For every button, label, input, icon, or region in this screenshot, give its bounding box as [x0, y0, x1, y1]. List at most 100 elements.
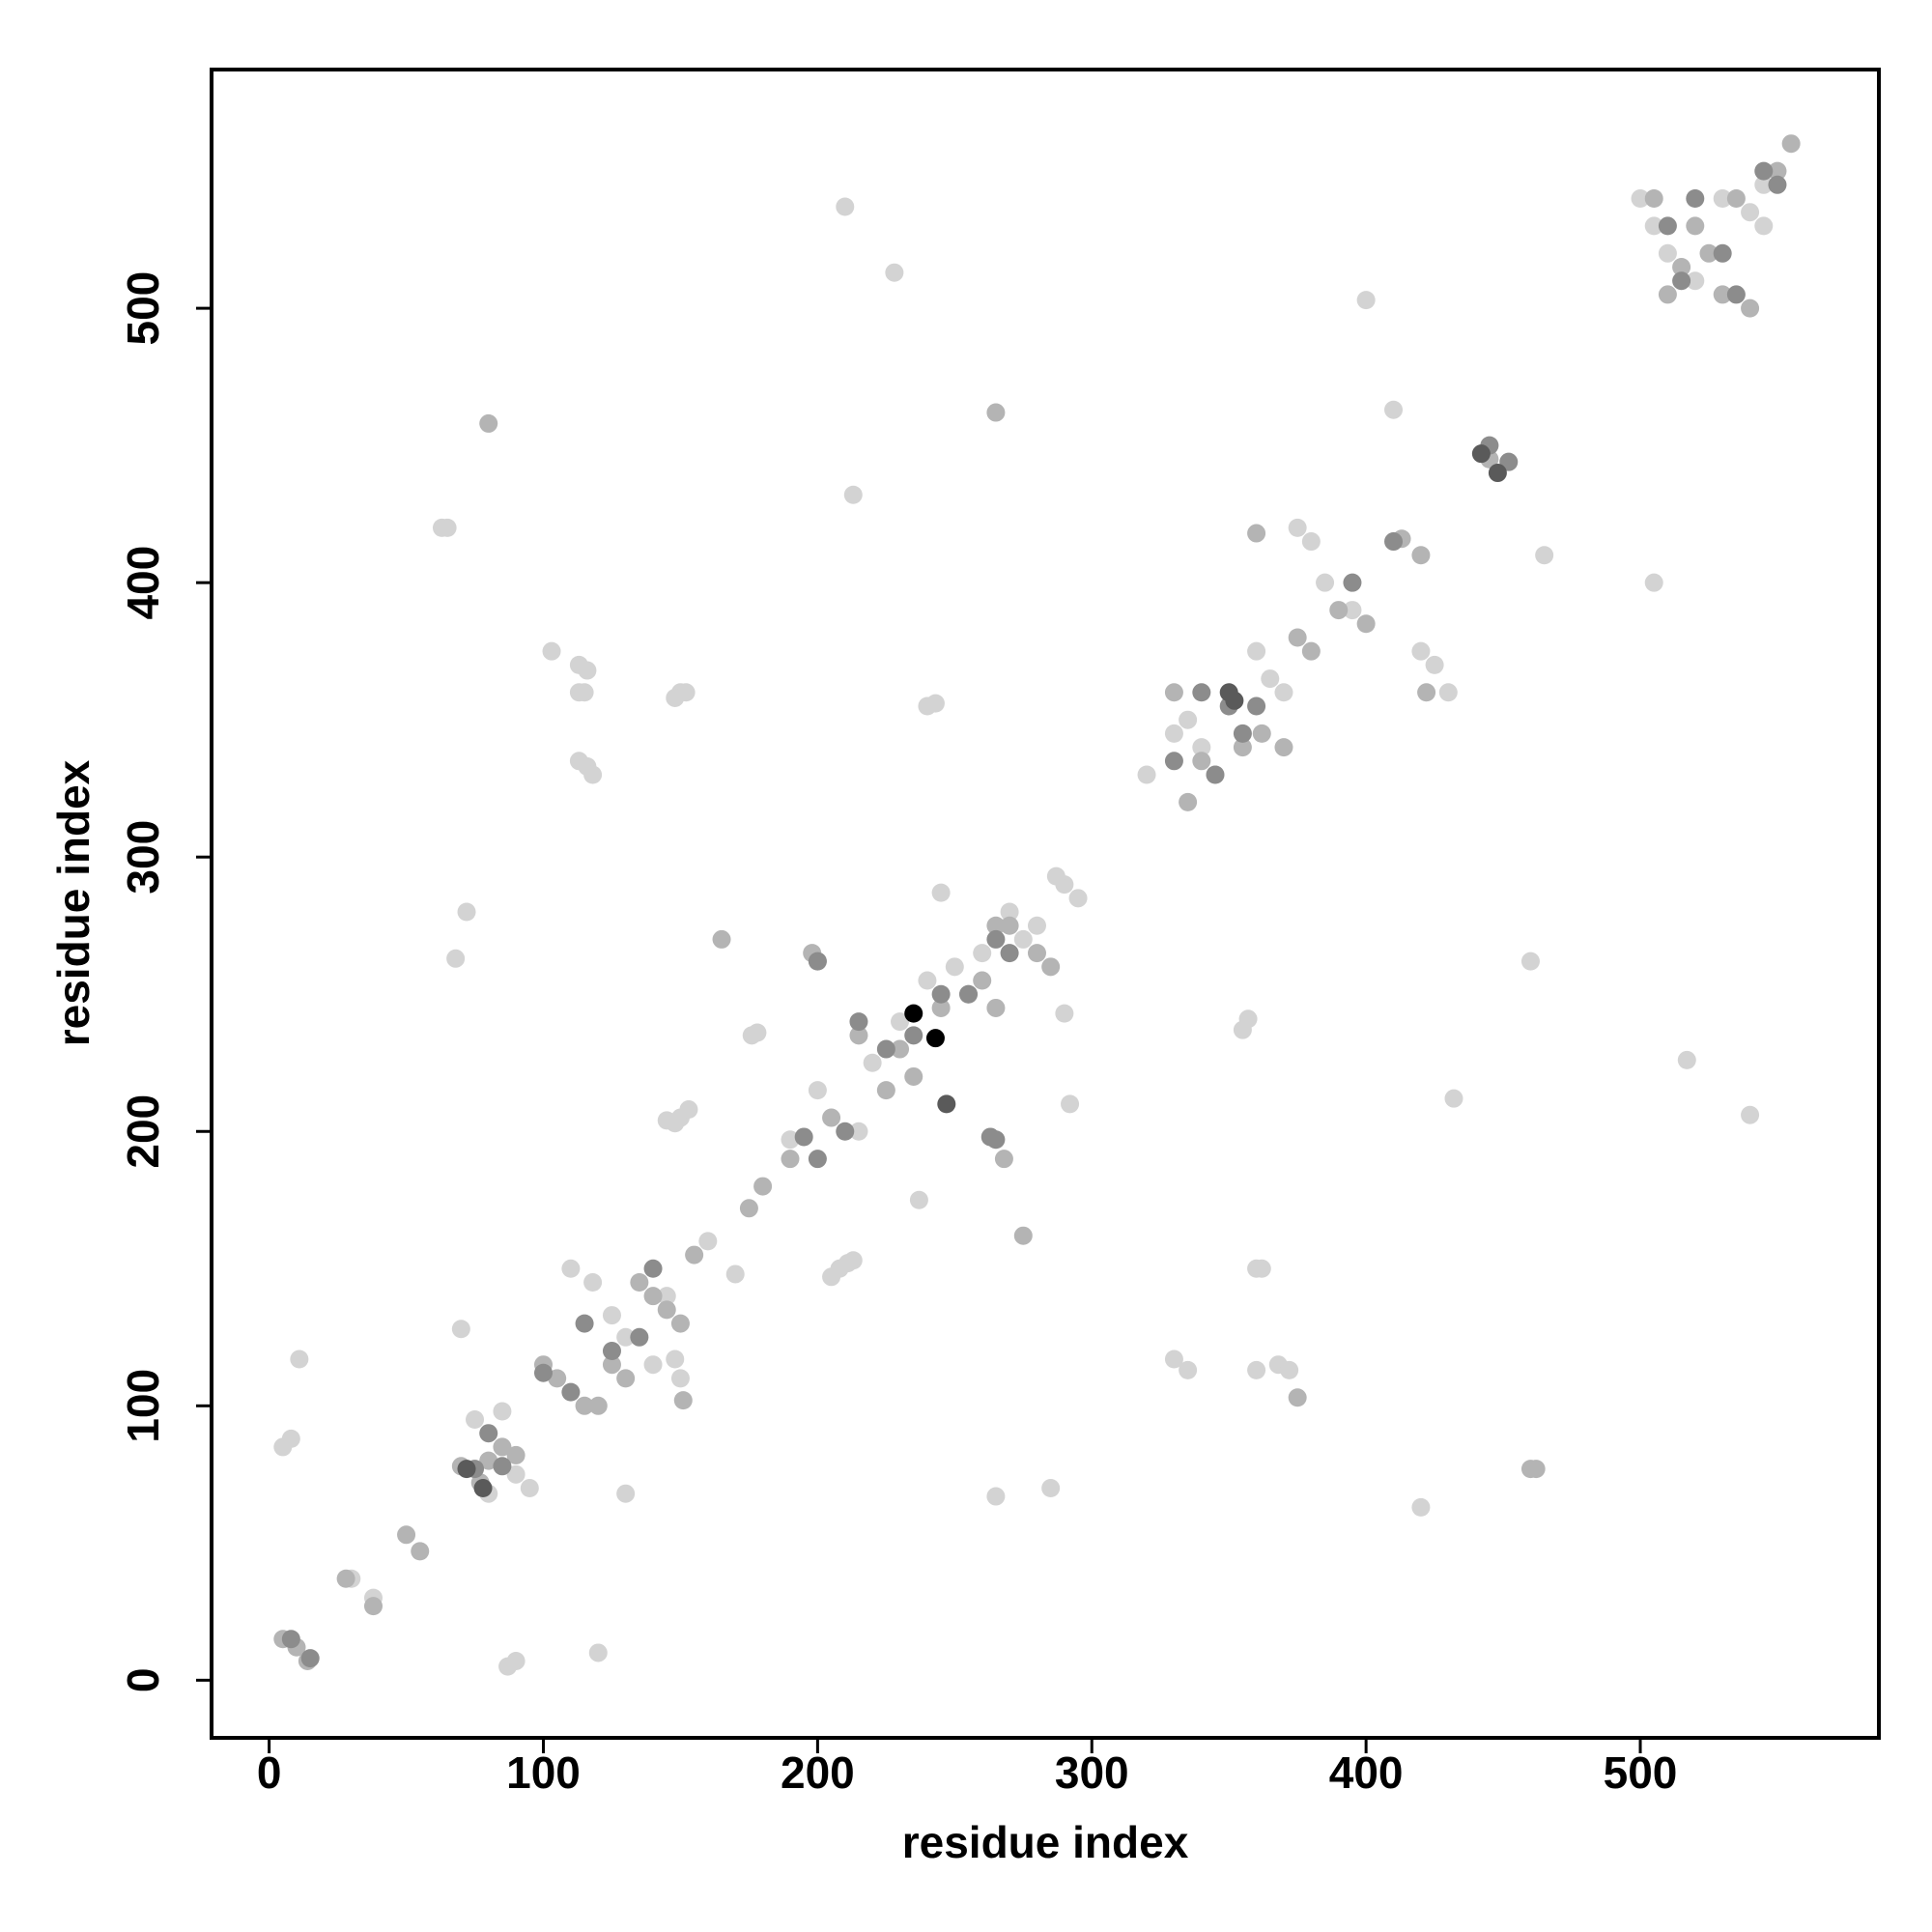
point — [753, 1177, 773, 1196]
point — [822, 1108, 841, 1127]
point — [1686, 271, 1705, 291]
point — [666, 1350, 685, 1369]
point — [1247, 524, 1266, 543]
point — [909, 1190, 928, 1209]
point — [1261, 669, 1280, 689]
point — [1658, 285, 1677, 304]
point — [575, 683, 594, 702]
point — [698, 1232, 718, 1251]
point — [742, 1026, 761, 1045]
x-tick-label: 200 — [781, 1747, 855, 1798]
point — [1329, 601, 1349, 620]
point — [931, 998, 951, 1017]
point — [1192, 752, 1211, 771]
point — [980, 1127, 1000, 1147]
point — [931, 984, 951, 1004]
point — [1000, 916, 1019, 935]
point — [616, 1327, 636, 1347]
point — [876, 1081, 895, 1100]
point — [1164, 724, 1183, 743]
point — [1179, 1360, 1198, 1379]
point — [904, 1026, 923, 1045]
point — [561, 1382, 581, 1402]
point — [1686, 189, 1705, 209]
point — [794, 1127, 813, 1147]
point — [1411, 546, 1431, 565]
point — [1061, 1094, 1080, 1114]
point — [931, 883, 951, 902]
point — [643, 1259, 663, 1278]
point — [1000, 902, 1019, 922]
point — [397, 1525, 416, 1545]
point — [1233, 724, 1252, 743]
point — [849, 1026, 868, 1045]
point — [1438, 683, 1458, 702]
point — [891, 1039, 910, 1059]
y-tick-label: 500 — [118, 271, 168, 346]
point — [457, 1460, 476, 1479]
point — [290, 1350, 309, 1369]
point — [1274, 683, 1293, 702]
point — [602, 1355, 621, 1375]
point — [1137, 765, 1156, 784]
point — [588, 1396, 608, 1415]
point — [493, 1402, 512, 1421]
point — [1411, 641, 1431, 661]
point — [1252, 1259, 1271, 1278]
point — [473, 1479, 493, 1498]
y-tick-label: 400 — [118, 546, 168, 620]
point — [1677, 1050, 1696, 1069]
point — [808, 952, 827, 971]
y-axis-title: residue index — [48, 759, 99, 1046]
point — [1726, 285, 1746, 304]
point — [583, 1272, 603, 1292]
y-tick-label: 0 — [118, 1668, 168, 1693]
point — [781, 1130, 800, 1150]
point — [457, 902, 476, 922]
point — [863, 1053, 882, 1072]
point — [725, 1264, 745, 1284]
point — [1658, 243, 1677, 263]
point — [479, 413, 498, 433]
point — [1713, 189, 1732, 209]
point — [1425, 655, 1444, 674]
point — [616, 1369, 636, 1388]
point — [520, 1479, 539, 1498]
point — [479, 1424, 498, 1443]
point — [1672, 271, 1691, 291]
point — [1384, 400, 1404, 419]
point — [432, 518, 451, 537]
point — [1741, 298, 1760, 318]
point — [1179, 710, 1198, 729]
point — [1768, 161, 1787, 181]
point — [466, 1410, 485, 1430]
point — [876, 1039, 895, 1059]
point — [1343, 601, 1362, 620]
point — [986, 998, 1006, 1017]
point — [446, 949, 466, 968]
point — [836, 197, 855, 216]
point — [1444, 1089, 1463, 1108]
point — [1356, 291, 1376, 310]
point — [583, 765, 603, 784]
point — [843, 485, 863, 504]
point — [1288, 628, 1307, 647]
point — [1768, 175, 1787, 194]
point — [1301, 532, 1321, 552]
point — [1274, 738, 1293, 757]
point — [1013, 929, 1033, 949]
point — [588, 1643, 608, 1662]
point — [1741, 203, 1760, 222]
point — [1041, 1479, 1061, 1498]
point — [891, 1012, 910, 1032]
point — [1041, 957, 1061, 977]
point — [1781, 134, 1801, 154]
point — [575, 1396, 594, 1415]
point — [849, 1012, 868, 1032]
point — [1316, 573, 1335, 592]
point — [808, 1081, 827, 1100]
point — [300, 1649, 320, 1668]
point — [1754, 175, 1774, 194]
point — [986, 929, 1006, 949]
point — [1252, 724, 1271, 743]
